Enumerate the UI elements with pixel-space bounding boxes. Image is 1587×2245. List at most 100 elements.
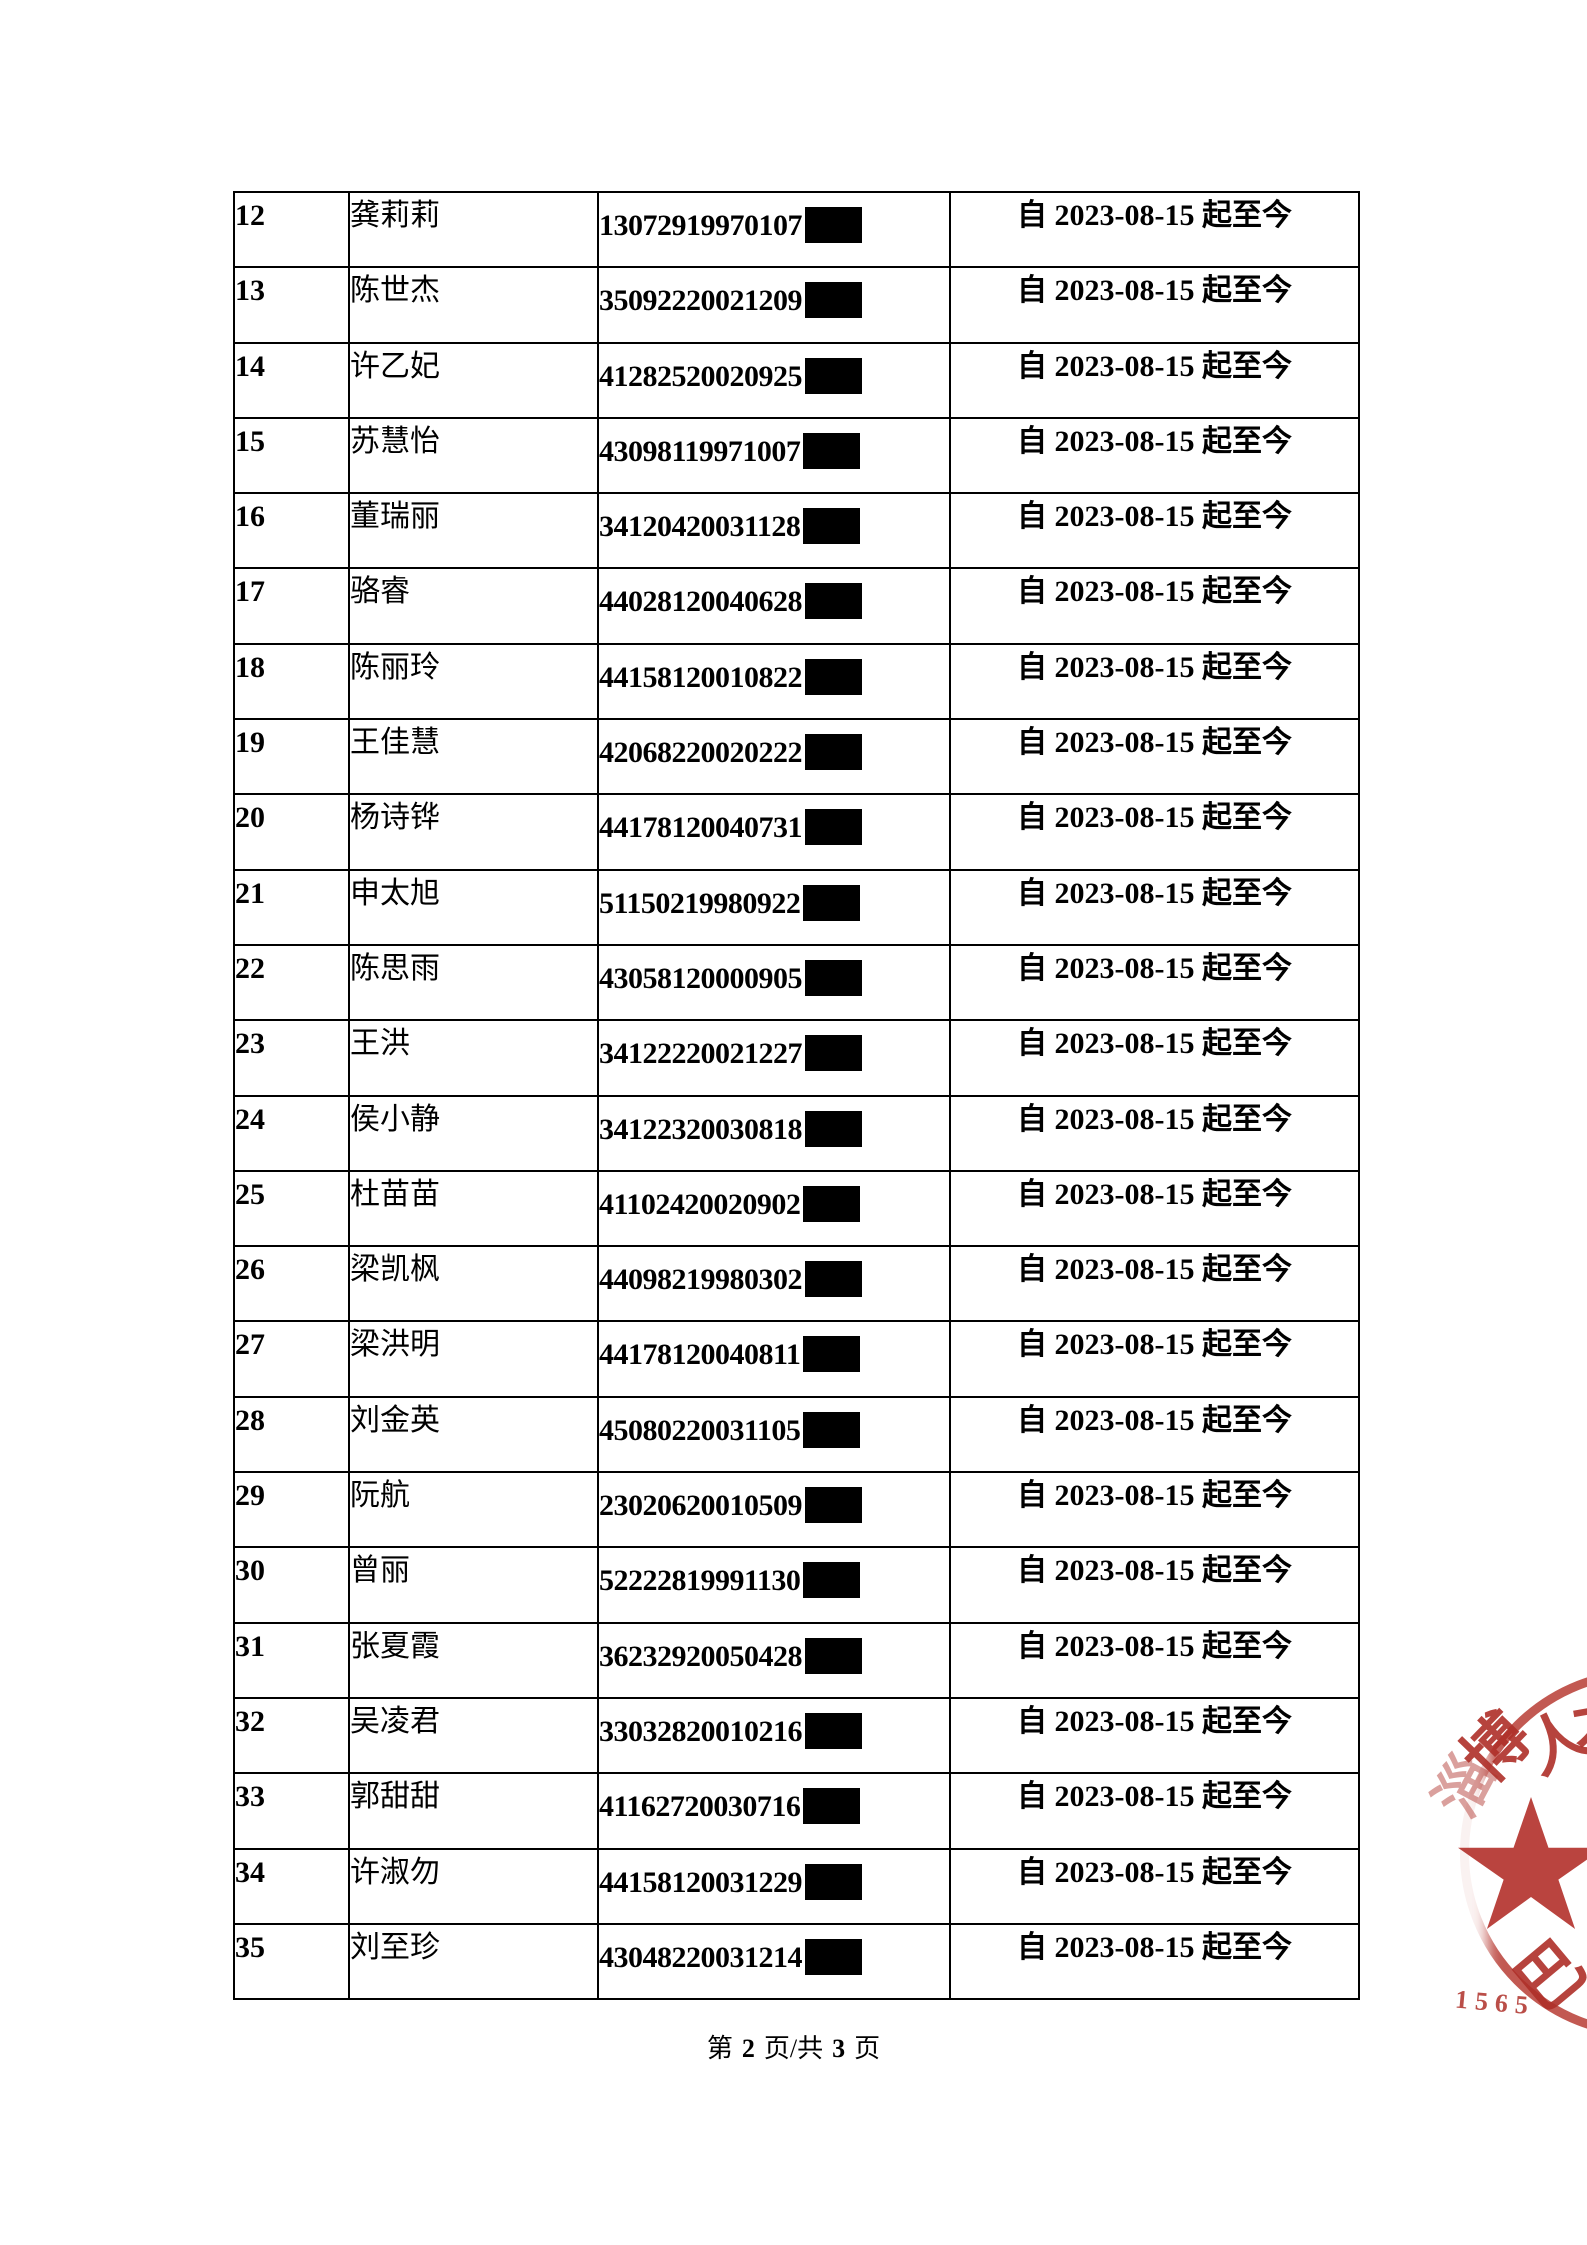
- id-number-visible: 43048220031214: [599, 1940, 803, 1974]
- id-number: 34122220021227: [597, 1019, 951, 1097]
- table-row: 34 许淑勿 44158120031229 自 2023-08-15 起至今: [233, 1847, 1360, 1925]
- id-number: 13072919970107: [597, 190, 951, 269]
- row-number: 17: [233, 567, 350, 645]
- seal-ring: [1460, 1668, 1587, 2038]
- row-number: 26: [233, 1245, 350, 1323]
- person-name: 刘金英: [348, 1395, 599, 1474]
- redaction-box: [803, 508, 861, 545]
- table-row: 17 骆睿 44028120040628 自 2023-08-15 起至今: [233, 567, 1360, 645]
- person-name: 陈思雨: [348, 943, 599, 1022]
- id-number: 44158120031229: [597, 1847, 951, 1925]
- person-name: 张夏霞: [348, 1621, 599, 1699]
- redaction-box: [805, 1863, 862, 1900]
- person-name: 苏慧怡: [348, 416, 599, 495]
- person-name: 骆睿: [348, 567, 599, 645]
- employment-period: 自 2023-08-15 起至今: [949, 1395, 1360, 1474]
- employment-period: 自 2023-08-15 起至今: [949, 1621, 1360, 1699]
- id-number: 43048220031214: [597, 1922, 951, 2001]
- id-number-visible: 34122320030818: [599, 1112, 803, 1146]
- redaction-box: [803, 1185, 861, 1222]
- table-row: 28 刘金英 45080220031105 自 2023-08-15 起至今: [233, 1395, 1360, 1474]
- id-number-visible: 44098219980302: [599, 1263, 803, 1297]
- id-number-visible: 42068220020222: [599, 736, 803, 770]
- table-row: 33 郭甜甜 41162720030716 自 2023-08-15 起至今: [233, 1772, 1360, 1850]
- id-number-visible: 43098119971007: [599, 434, 801, 468]
- id-number: 41162720030716: [597, 1772, 951, 1850]
- id-number-visible: 34122220021227: [599, 1037, 803, 1071]
- id-number: 23020620010509: [597, 1471, 951, 1549]
- footer-separator: 页/共: [763, 2034, 824, 2063]
- person-name: 吴凌君: [348, 1696, 599, 1775]
- seal-star-icon: [1458, 1797, 1587, 1929]
- id-number-visible: 35092220021209: [599, 284, 803, 318]
- redaction-box: [805, 1035, 862, 1072]
- id-number-visible: 44178120040731: [599, 811, 803, 845]
- row-number: 19: [233, 718, 350, 796]
- table-row: 14 许乙妃 41282520020925 自 2023-08-15 起至今: [233, 341, 1360, 419]
- employment-period: 自 2023-08-15 起至今: [949, 1696, 1360, 1775]
- table-row: 30 曾丽 52222819991130 自 2023-08-15 起至今: [233, 1546, 1360, 1624]
- id-number: 45080220031105: [597, 1395, 951, 1474]
- seal-bottom-char: 巴: [1502, 1927, 1587, 2027]
- id-number: 44098219980302: [597, 1245, 951, 1323]
- roster-body: 12 龚莉莉 13072919970107 自 2023-08-15 起至今 1…: [233, 190, 1360, 2001]
- id-number-visible: 34120420031128: [599, 510, 801, 544]
- employment-period: 自 2023-08-15 起至今: [949, 1922, 1360, 2001]
- person-name: 陈世杰: [348, 266, 599, 344]
- id-number: 36232920050428: [597, 1621, 951, 1699]
- table-row: 18 陈丽玲 44158120010822 自 2023-08-15 起至今: [233, 642, 1360, 721]
- employment-period: 自 2023-08-15 起至今: [949, 1320, 1360, 1398]
- table-row: 32 吴凌君 33032820010216 自 2023-08-15 起至今: [233, 1696, 1360, 1775]
- employment-period: 自 2023-08-15 起至今: [949, 1169, 1360, 1248]
- id-number-visible: 41102420020902: [599, 1187, 801, 1221]
- redaction-box: [803, 884, 861, 921]
- table-row: 19 王佳慧 42068220020222 自 2023-08-15 起至今: [233, 718, 1360, 796]
- id-number-visible: 52222819991130: [599, 1564, 801, 1598]
- person-name: 王洪: [348, 1019, 599, 1097]
- redaction-box: [805, 583, 862, 620]
- footer-total-pages: 3: [832, 2034, 846, 2063]
- person-name: 郭甜甜: [348, 1772, 599, 1850]
- seal-arc-char: 才: [1567, 1687, 1587, 1763]
- row-number: 14: [233, 341, 350, 419]
- id-number-visible: 45080220031105: [599, 1413, 801, 1447]
- employment-period: 自 2023-08-15 起至今: [949, 416, 1360, 495]
- employment-period: 自 2023-08-15 起至今: [949, 190, 1360, 269]
- employment-period: 自 2023-08-15 起至今: [949, 567, 1360, 645]
- id-number-visible: 41282520020925: [599, 359, 803, 393]
- id-number: 44028120040628: [597, 567, 951, 645]
- row-number: 24: [233, 1094, 350, 1172]
- id-number-visible: 23020620010509: [599, 1489, 803, 1523]
- redaction-box: [805, 1637, 862, 1674]
- table-row: 25 杜苗苗 41102420020902 自 2023-08-15 起至今: [233, 1169, 1360, 1248]
- row-number: 25: [233, 1169, 350, 1248]
- employment-period: 自 2023-08-15 起至今: [949, 1847, 1360, 1925]
- row-number: 34: [233, 1847, 350, 1925]
- employment-period: 自 2023-08-15 起至今: [949, 868, 1360, 946]
- seal-arc-char: 淄: [1422, 1745, 1508, 1828]
- id-number-visible: 33032820010216: [599, 1714, 803, 1748]
- id-number: 34120420031128: [597, 492, 951, 570]
- row-number: 31: [233, 1621, 350, 1699]
- person-name: 许淑勿: [348, 1847, 599, 1925]
- employment-period: 自 2023-08-15 起至今: [949, 1471, 1360, 1549]
- id-number-visible: 51150219980922: [599, 886, 801, 920]
- id-number: 42068220020222: [597, 718, 951, 796]
- footer-page-number: 2: [741, 2034, 755, 2063]
- row-number: 29: [233, 1471, 350, 1549]
- employment-period: 自 2023-08-15 起至今: [949, 1772, 1360, 1850]
- row-number: 22: [233, 943, 350, 1022]
- row-number: 12: [233, 190, 350, 269]
- row-number: 27: [233, 1320, 350, 1398]
- redaction-box: [805, 357, 862, 394]
- employment-period: 自 2023-08-15 起至今: [949, 1245, 1360, 1323]
- id-number-visible: 44158120031229: [599, 1865, 803, 1899]
- id-number-visible: 36232920050428: [599, 1639, 803, 1673]
- id-number-visible: 41162720030716: [599, 1790, 801, 1824]
- id-number: 51150219980922: [597, 868, 951, 946]
- person-name: 王佳慧: [348, 718, 599, 796]
- redaction-box: [805, 1110, 862, 1147]
- person-name: 董瑞丽: [348, 492, 599, 570]
- person-name: 陈丽玲: [348, 642, 599, 721]
- employment-period: 自 2023-08-15 起至今: [949, 793, 1360, 871]
